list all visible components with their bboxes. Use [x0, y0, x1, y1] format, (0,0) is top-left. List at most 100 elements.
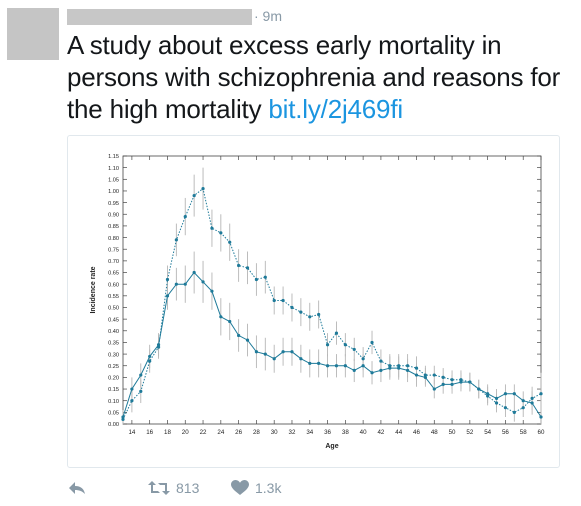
- data-point: [539, 392, 542, 395]
- x-tick-label: 18: [164, 429, 171, 436]
- data-point: [335, 332, 338, 335]
- y-tick-label: 0.25: [108, 364, 119, 370]
- incidence-rate-chart: 0.00 0.05 0.10 0.15 0.20 0.25 0.30 0.35 0.40 0.45…: [68, 136, 559, 467]
- x-axis-label: Age: [325, 443, 338, 450]
- data-point: [539, 415, 542, 418]
- y-tick-label: 0.60: [108, 282, 119, 288]
- data-point: [450, 378, 453, 381]
- data-point: [406, 364, 409, 367]
- y-tick-label: 1.00: [108, 189, 119, 195]
- redacted-user-name: [67, 9, 252, 25]
- x-tick-label: 14: [128, 429, 135, 436]
- like-button[interactable]: 1.3k: [231, 480, 281, 496]
- data-point: [281, 350, 284, 353]
- data-point: [353, 348, 356, 351]
- data-point: [228, 241, 231, 244]
- data-point: [246, 339, 249, 342]
- data-point: [353, 369, 356, 372]
- retweet-button[interactable]: 813: [148, 480, 199, 496]
- data-point: [237, 334, 240, 337]
- data-point: [237, 264, 240, 267]
- y-tick-label: 0.80: [108, 236, 119, 242]
- x-tick-label: 40: [360, 429, 367, 436]
- x-tick-label: 20: [182, 429, 189, 436]
- data-point: [148, 355, 151, 358]
- data-point: [166, 278, 169, 281]
- data-point: [290, 350, 293, 353]
- data-point: [139, 373, 142, 376]
- data-point: [299, 357, 302, 360]
- x-tick-label: 48: [431, 429, 438, 436]
- data-point: [228, 320, 231, 323]
- data-point: [504, 392, 507, 395]
- data-point: [184, 215, 187, 218]
- x-tick-label: 28: [253, 429, 260, 436]
- data-point: [273, 357, 276, 360]
- data-point: [317, 313, 320, 316]
- tweet-timestamp[interactable]: · 9m: [254, 8, 282, 24]
- data-point: [264, 352, 267, 355]
- y-tick-label: 0.70: [108, 259, 119, 265]
- data-point: [326, 364, 329, 367]
- x-tick-label: 42: [377, 429, 384, 436]
- data-point: [326, 343, 329, 346]
- data-point: [175, 238, 178, 241]
- data-point: [495, 397, 498, 400]
- tweet-actions: 813 1.3k: [0, 474, 581, 504]
- x-tick-label: 56: [502, 429, 509, 436]
- data-point: [397, 366, 400, 369]
- data-point: [281, 299, 284, 302]
- data-point: [370, 341, 373, 344]
- data-point: [459, 380, 462, 383]
- x-tick-label: 30: [271, 429, 278, 436]
- x-tick-label: 52: [466, 429, 473, 436]
- data-point: [424, 376, 427, 379]
- data-point: [406, 369, 409, 372]
- data-point: [175, 283, 178, 286]
- data-point: [504, 406, 507, 409]
- y-tick-label: 0.90: [108, 212, 119, 218]
- data-point: [415, 373, 418, 376]
- y-tick-label: 0.45: [108, 317, 119, 323]
- data-point: [531, 397, 534, 400]
- x-tick-label: 36: [324, 429, 331, 436]
- data-point: [335, 364, 338, 367]
- data-point: [210, 290, 213, 293]
- tweet-text: A study about excess early mortality in …: [67, 29, 567, 125]
- x-tick-label: 38: [342, 429, 349, 436]
- data-point: [201, 280, 204, 283]
- avatar[interactable]: [7, 8, 59, 60]
- data-point: [130, 399, 133, 402]
- y-tick-label: 0.65: [108, 271, 119, 277]
- data-point: [193, 271, 196, 274]
- data-point: [379, 359, 382, 362]
- y-tick-label: 0.05: [108, 411, 119, 417]
- y-tick-label: 1.05: [108, 178, 119, 184]
- data-point: [308, 315, 311, 318]
- data-point: [450, 383, 453, 386]
- x-tick-label: 44: [395, 429, 402, 436]
- data-point: [433, 387, 436, 390]
- data-point: [513, 392, 516, 395]
- data-point: [522, 406, 525, 409]
- reply-icon: [68, 480, 86, 496]
- data-point: [308, 362, 311, 365]
- tweet-link[interactable]: bit.ly/2j469fi: [268, 94, 403, 124]
- data-point: [477, 387, 480, 390]
- data-point: [433, 373, 436, 376]
- data-point: [210, 227, 213, 230]
- y-tick-label: 1.15: [108, 154, 119, 160]
- data-point: [468, 380, 471, 383]
- y-tick-label: 0.00: [108, 422, 119, 428]
- y-tick-label: 0.95: [108, 201, 119, 207]
- y-axis-label: Incidence rate: [90, 266, 97, 313]
- retweet-count: 813: [176, 480, 199, 496]
- data-point: [255, 350, 258, 353]
- tweet-media-chart[interactable]: 0.00 0.05 0.10 0.15 0.20 0.25 0.30 0.35 0.40 0.45…: [67, 135, 560, 468]
- data-point: [344, 343, 347, 346]
- x-tick-label: 32: [289, 429, 296, 436]
- reply-button[interactable]: [68, 480, 86, 496]
- data-point: [379, 369, 382, 372]
- data-point: [219, 231, 222, 234]
- data-point: [415, 366, 418, 369]
